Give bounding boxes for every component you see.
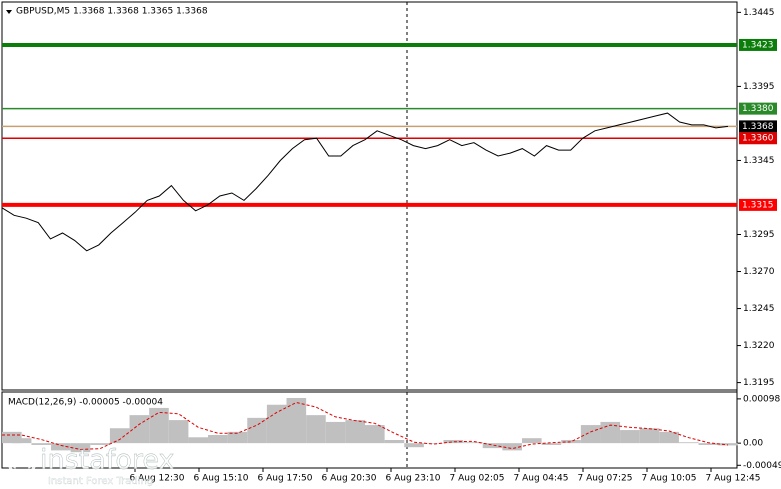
chart-title: GBPUSD,M5 1.3368 1.3368 1.3365 1.3368	[16, 7, 208, 17]
macd-bar	[208, 435, 228, 444]
macd-bar	[129, 415, 150, 444]
macd-bar	[541, 443, 562, 445]
menu-triangle	[6, 10, 12, 14]
macd-bar	[11, 438, 32, 444]
macd-bar	[521, 438, 542, 444]
macd-bar	[168, 420, 189, 444]
watermark-subtitle: Instant Forex Trading	[48, 476, 153, 487]
y-tick-label: 1.3195	[743, 378, 775, 388]
macd-bar	[384, 439, 405, 444]
macd-bar	[620, 430, 640, 444]
macd-bar	[561, 439, 581, 444]
macd-bar	[90, 443, 110, 445]
macd-bar	[31, 443, 52, 445]
macd-bar	[463, 442, 483, 444]
watermark: instaforex	[40, 445, 174, 476]
macd-bar	[286, 397, 307, 444]
y-tick-label: 1.3395	[743, 82, 775, 92]
level-label-box	[739, 198, 777, 211]
level-label: 1.3315	[742, 200, 774, 210]
x-tick-label: 6 Aug 15:10	[194, 474, 249, 484]
logo: instaforex Instant Forex Trading	[7, 444, 175, 487]
level-label-box	[739, 102, 777, 115]
signal-line	[2, 401, 729, 451]
macd-bar	[698, 443, 719, 445]
macd-bar	[247, 417, 267, 444]
macd-bar	[2, 431, 22, 444]
x-tick-label: 6 Aug 23:10	[386, 474, 441, 484]
level-label-box	[739, 132, 777, 145]
level-label: 1.3423	[742, 40, 774, 50]
macd-bar	[325, 421, 346, 444]
y-tick-label: 1.3295	[743, 230, 775, 240]
y-tick-label: 1.3445	[743, 8, 775, 18]
level-label-box	[739, 38, 777, 51]
macd-bar	[404, 443, 424, 448]
macd-bar	[227, 431, 248, 444]
macd-bar	[109, 428, 130, 444]
x-tick-label: 7 Aug 12:45	[706, 474, 761, 484]
x-tick-label: 6 Aug 12:30	[130, 474, 185, 484]
price-line	[1, 112, 729, 252]
macd-bar	[365, 425, 385, 444]
y-tick-label: -0.00049	[743, 461, 781, 471]
macd-bar	[188, 437, 209, 444]
macd-bar	[659, 431, 679, 444]
macd-bar	[639, 428, 660, 444]
macd-bar	[266, 404, 287, 444]
y-tick-label: 1.3345	[743, 156, 775, 166]
x-tick-label: 7 Aug 07:25	[578, 474, 633, 484]
level-label: 1.3380	[742, 104, 774, 114]
x-tick-label: 7 Aug 10:05	[642, 474, 697, 484]
logo-icon-mark	[12, 448, 32, 469]
macd-bar	[678, 442, 699, 444]
y-tick-label: 1.3220	[743, 341, 775, 351]
x-tick-label: 6 Aug 17:50	[258, 474, 313, 484]
y-tick-label: 0.00	[743, 439, 763, 449]
level-label: 1.3368	[742, 122, 774, 132]
macd-bar	[502, 443, 522, 451]
level-label: 1.3360	[742, 134, 774, 144]
x-tick-label: 7 Aug 04:45	[514, 474, 569, 484]
x-tick-label: 7 Aug 02:05	[450, 474, 505, 484]
y-tick-label: 0.00098	[743, 394, 780, 404]
y-tick-label: 1.3270	[743, 267, 775, 277]
macd-bar	[718, 443, 738, 446]
macd-bar	[443, 439, 464, 444]
level-label-box	[739, 120, 777, 133]
macd-bar	[51, 443, 71, 451]
macd-bar	[345, 420, 365, 444]
x-tick-label: 6 Aug 20:30	[322, 474, 377, 484]
macd-bar	[423, 443, 444, 444]
macd-bar	[70, 443, 91, 453]
macd-title: MACD(12,26,9) -0.00005 -0.00004	[8, 398, 163, 408]
macd-bar	[580, 425, 601, 444]
y-tick-label: 1.3245	[743, 304, 775, 314]
macd-bar	[306, 415, 326, 444]
macd-bar	[149, 407, 169, 444]
macd-bar	[482, 443, 503, 449]
price-axis	[737, 0, 781, 489]
